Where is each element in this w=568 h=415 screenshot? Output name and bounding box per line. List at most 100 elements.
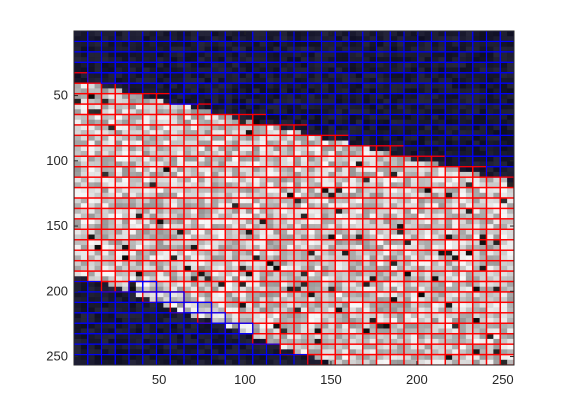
image-pixel (211, 46, 219, 53)
image-pixel (163, 250, 171, 256)
image-pixel (142, 250, 150, 256)
image-pixel (349, 250, 357, 256)
image-pixel (486, 302, 494, 308)
image-pixel (431, 255, 439, 261)
image-pixel (239, 51, 247, 58)
image-pixel (404, 77, 412, 84)
image-pixel (459, 67, 467, 74)
image-pixel (135, 229, 144, 235)
image-pixel (335, 291, 343, 298)
image-pixel (342, 83, 350, 89)
image-pixel (101, 36, 109, 42)
image-pixel (101, 344, 109, 350)
image-pixel (122, 114, 130, 121)
image-pixel (314, 312, 322, 319)
image-pixel (87, 151, 95, 157)
image-pixel (218, 338, 226, 345)
image-pixel (170, 224, 178, 230)
image-pixel (122, 349, 130, 355)
image-pixel (149, 93, 157, 100)
image-pixel (431, 338, 439, 345)
image-pixel (184, 265, 192, 272)
image-pixel (184, 130, 192, 136)
image-pixel (404, 93, 412, 100)
image-pixel (486, 156, 494, 162)
image-pixel (74, 171, 82, 178)
image-pixel (445, 177, 453, 183)
image-pixel (232, 338, 240, 345)
image-pixel (321, 104, 329, 110)
image-pixel (142, 359, 150, 365)
image-pixel (376, 145, 384, 152)
image-pixel (445, 36, 453, 42)
image-pixel (115, 333, 123, 340)
image-pixel (438, 156, 446, 162)
image-pixel (245, 182, 254, 188)
image-pixel (177, 72, 185, 79)
image-pixel (190, 182, 199, 188)
image-pixel (122, 265, 130, 272)
image-pixel (184, 291, 192, 298)
image-pixel (335, 333, 343, 340)
image-pixel (80, 224, 89, 230)
image-pixel (80, 77, 89, 84)
image-pixel (197, 265, 205, 272)
image-pixel (239, 88, 247, 94)
image-pixel (184, 229, 192, 235)
image-pixel (80, 109, 89, 115)
image-pixel (459, 265, 467, 272)
image-pixel (156, 208, 164, 214)
image-pixel (479, 104, 487, 110)
image-pixel (294, 67, 302, 74)
image-pixel (383, 354, 391, 361)
image-pixel (452, 156, 460, 162)
image-pixel (404, 349, 412, 355)
image-pixel (170, 276, 178, 282)
image-pixel (135, 198, 144, 204)
image-pixel (417, 255, 425, 261)
image-pixel (486, 349, 494, 355)
image-pixel (177, 276, 185, 282)
image-pixel (142, 271, 150, 277)
image-pixel (101, 46, 109, 53)
image-pixel (225, 239, 233, 246)
image-pixel (445, 224, 453, 230)
image-pixel (163, 51, 171, 58)
image-pixel (349, 93, 357, 100)
image-pixel (445, 192, 453, 199)
image-pixel (211, 109, 219, 115)
image-pixel (232, 140, 240, 147)
image-pixel (108, 156, 116, 162)
image-pixel (232, 213, 240, 220)
image-pixel (424, 354, 432, 361)
image-pixel (273, 41, 281, 47)
image-pixel (479, 51, 487, 58)
image-pixel (101, 151, 109, 157)
image-pixel (472, 203, 480, 209)
image-pixel (459, 166, 467, 173)
image-pixel (410, 161, 419, 167)
image-pixel (486, 318, 494, 324)
image-pixel (108, 166, 116, 173)
image-pixel (204, 234, 212, 241)
image-pixel (163, 239, 171, 246)
image-pixel (218, 67, 226, 74)
image-pixel (259, 297, 267, 303)
image-pixel (135, 218, 144, 225)
image-pixel (507, 187, 514, 194)
image-pixel (431, 354, 439, 361)
image-pixel (294, 83, 302, 89)
image-pixel (307, 281, 315, 288)
image-pixel (156, 359, 164, 365)
image-pixel (108, 124, 116, 131)
image-pixel (204, 51, 212, 58)
image-pixel (472, 135, 480, 141)
image-pixel (335, 213, 343, 220)
image-pixel (328, 239, 336, 246)
image-pixel (328, 208, 336, 214)
image-pixel (87, 312, 95, 319)
image-pixel (369, 333, 377, 340)
image-pixel (135, 166, 144, 173)
image-pixel (493, 187, 501, 194)
image-pixel (115, 218, 123, 225)
